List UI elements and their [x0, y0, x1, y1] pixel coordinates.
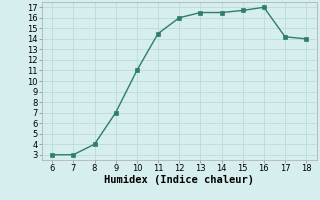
- X-axis label: Humidex (Indice chaleur): Humidex (Indice chaleur): [104, 175, 254, 185]
